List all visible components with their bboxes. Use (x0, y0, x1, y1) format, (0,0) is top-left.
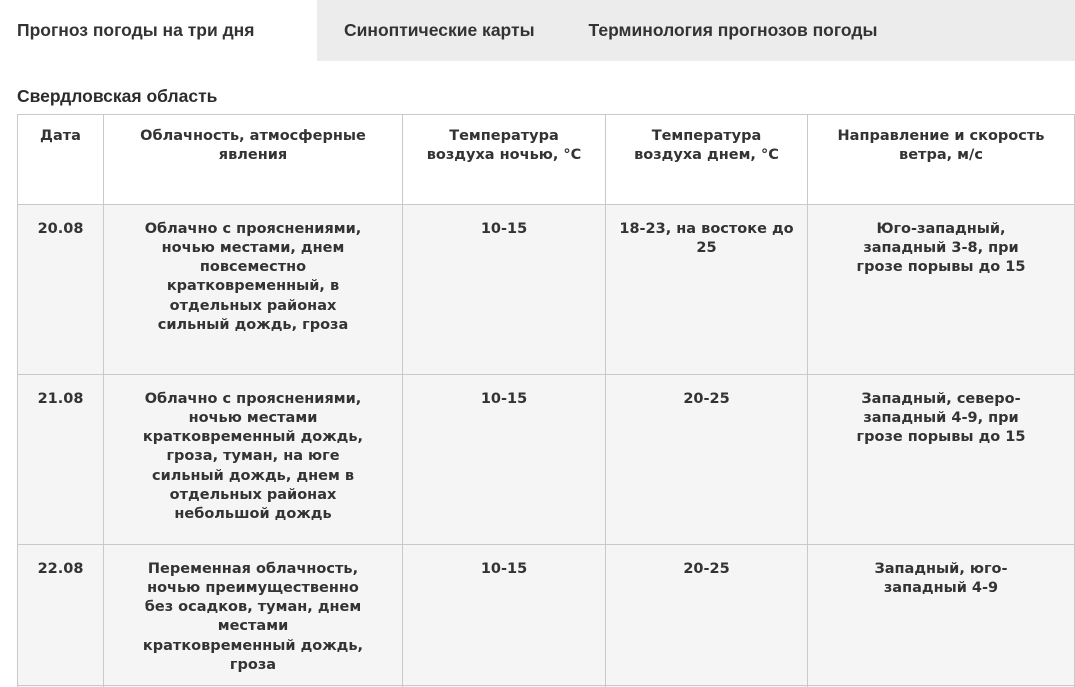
region-title: Свердловская область (17, 86, 218, 106)
cell-date: 22.08 (17, 544, 104, 686)
cell-cloudiness: Переменная облачность, ночью преимуществ… (103, 544, 403, 686)
cell-cloudiness: Облачно с прояснениями, ночью местами, д… (103, 204, 403, 375)
table-row: 21.08 Облачно с прояснениями, ночью мест… (17, 374, 1075, 545)
header-cloudiness: Облачность, атмосферные явления (103, 114, 403, 205)
tab-forecast-three-days-label: Прогноз погоды на три дня (17, 20, 255, 40)
tab-forecast-terminology-label: Терминология прогнозов погоды (588, 20, 878, 40)
forecast-table: Дата Облачность, атмосферные явления Тем… (17, 114, 1075, 687)
cell-temp-night: 10-15 (402, 204, 606, 375)
cell-temp-day: 20-25 (605, 544, 808, 686)
tab-forecast-three-days[interactable]: Прогноз погоды на три дня (0, 0, 317, 61)
tab-bar-inactive-area: Синоптические карты Терминология прогноз… (317, 0, 1075, 61)
cell-date: 20.08 (17, 204, 104, 375)
cell-temp-night: 10-15 (402, 374, 606, 545)
tab-forecast-terminology[interactable]: Терминология прогнозов погоды (562, 0, 905, 61)
header-temp-night: Температура воздуха ночью, °С (402, 114, 606, 205)
cell-temp-night: 10-15 (402, 544, 606, 686)
cell-wind: Западный, северо-западный 4-9, при грозе… (807, 374, 1075, 545)
cell-date: 21.08 (17, 374, 104, 545)
tab-bar: Прогноз погоды на три дня Синоптические … (0, 0, 1075, 61)
tab-synoptic-maps-label: Синоптические карты (344, 20, 535, 40)
cell-temp-day: 20-25 (605, 374, 808, 545)
table-row: 22.08 Переменная облачность, ночью преим… (17, 544, 1075, 686)
cell-cloudiness: Облачно с прояснениями, ночью местами кр… (103, 374, 403, 545)
header-date: Дата (17, 114, 104, 205)
cell-temp-day: 18-23, на востоке до 25 (605, 204, 808, 375)
table-row: 20.08 Облачно с прояснениями, ночью мест… (17, 204, 1075, 375)
table-row-cutoff (17, 685, 1075, 687)
cell-wind: Юго-западный, западный 3-8, при грозе по… (807, 204, 1075, 375)
cell-wind: Западный, юго-западный 4-9 (807, 544, 1075, 686)
header-wind: Направление и скорость ветра, м/с (807, 114, 1075, 205)
header-temp-day: Температура воздуха днем, °С (605, 114, 808, 205)
tab-synoptic-maps[interactable]: Синоптические карты (317, 0, 562, 61)
table-header-row: Дата Облачность, атмосферные явления Тем… (17, 114, 1075, 205)
